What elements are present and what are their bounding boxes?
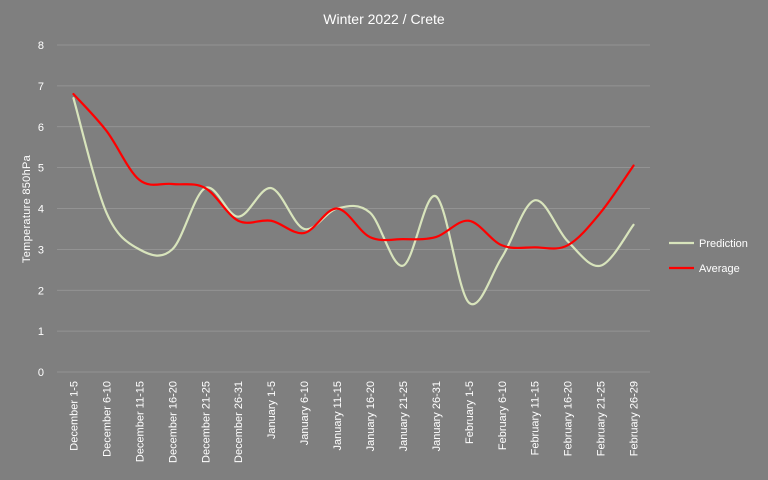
- y-tick-label: 8: [38, 40, 44, 52]
- x-tick-label: January 11-15: [332, 381, 344, 451]
- y-tick-label: 6: [38, 122, 44, 134]
- y-tick-label: 2: [38, 285, 44, 297]
- x-tick-label: February 11-15: [530, 381, 542, 455]
- x-tick-label: February 26-29: [629, 381, 641, 456]
- chart-title: Winter 2022 / Crete: [323, 11, 445, 27]
- y-tick-label: 3: [38, 244, 44, 256]
- x-tick-label: January 1-5: [266, 381, 278, 439]
- x-tick-label: February 6-10: [497, 381, 509, 450]
- x-tick-label: December 16-20: [167, 381, 179, 463]
- legend: Prediction Average: [669, 238, 748, 275]
- x-tick-label: December 26-31: [233, 381, 245, 463]
- x-axis-ticks: December 1-5 December 6-10 December 11-15 D…: [68, 381, 640, 463]
- x-tick-label: December 1-5: [68, 381, 80, 451]
- y-axis-ticks: 0 1 2 3 4 5 6 7 8: [38, 40, 44, 379]
- gridlines: [57, 44, 650, 373]
- x-tick-label: January 6-10: [299, 381, 311, 445]
- y-tick-label: 1: [38, 326, 44, 338]
- y-tick-label: 4: [38, 204, 44, 216]
- x-tick-label: February 1-5: [464, 381, 476, 444]
- legend-label-average: Average: [699, 263, 740, 275]
- series-line-average: [72, 92, 635, 250]
- y-tick-label: 7: [38, 81, 44, 93]
- x-tick-label: December 11-15: [134, 381, 146, 462]
- legend-label-prediction: Prediction: [699, 238, 748, 250]
- y-axis-title: Temperature 850hPa: [21, 154, 33, 263]
- x-tick-label: January 16-20: [365, 381, 377, 451]
- series-lines: [72, 92, 635, 306]
- x-tick-label: January 26-31: [431, 381, 443, 451]
- x-tick-label: December 21-25: [200, 381, 212, 463]
- x-tick-label: February 16-20: [563, 381, 575, 456]
- series-line-prediction: [72, 97, 635, 306]
- y-tick-label: 0: [38, 367, 44, 379]
- x-tick-label: February 21-25: [596, 381, 608, 456]
- x-tick-label: January 21-25: [398, 381, 410, 451]
- x-tick-label: December 6-10: [101, 381, 113, 457]
- y-tick-label: 5: [38, 163, 44, 175]
